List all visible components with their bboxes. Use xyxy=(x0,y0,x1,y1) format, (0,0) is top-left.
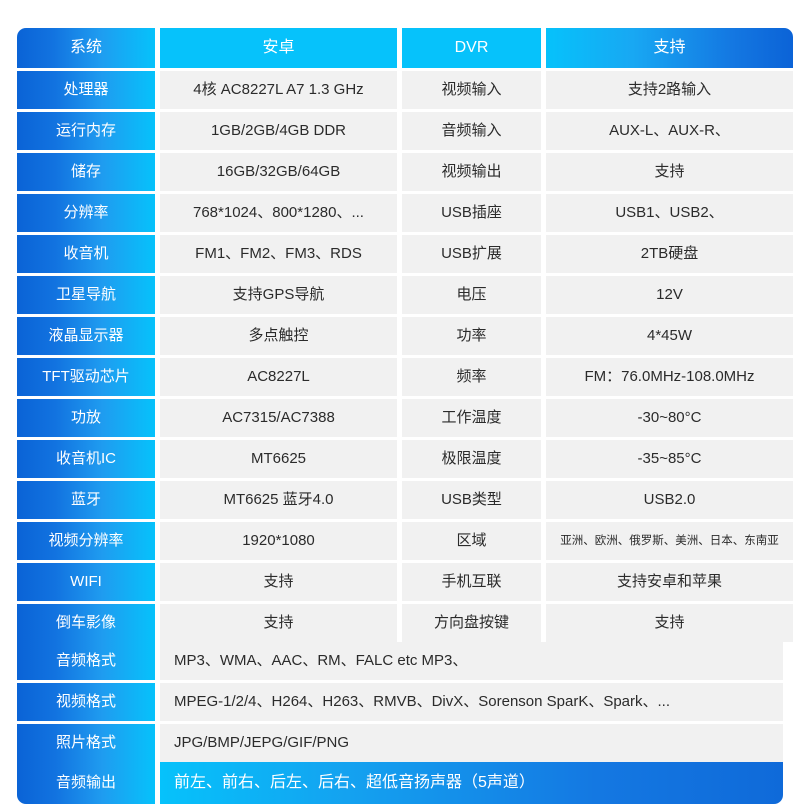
row-value-support: 支持2路输入 xyxy=(546,71,793,109)
row-label-dvr: 手机互联 xyxy=(402,563,541,601)
row-label: 收音机IC xyxy=(17,440,155,478)
row-value-support: AUX-L、AUX-R、 xyxy=(546,112,793,150)
table-merged-section: 音频格式 MP3、WMA、AAC、RM、FALC etc MP3、 视频格式 MPEG… xyxy=(17,642,783,762)
row-value-android: 支持 xyxy=(160,604,397,642)
row-label-dvr: USB类型 xyxy=(402,481,541,519)
row-value-support: -35~85°C xyxy=(546,440,793,478)
row-value-android: 4核 AC8227L A7 1.3 GHz xyxy=(160,71,397,109)
table-row: 运行内存 1GB/2GB/4GB DDR 音频输入 AUX-L、AUX-R、 xyxy=(17,112,793,150)
table-row: 储存 16GB/32GB/64GB 视频输出 支持 xyxy=(17,153,793,191)
row-label: TFT驱动芯片 xyxy=(17,358,155,396)
table-row: 分辨率 768*1024、800*1280、... USB插座 USB1、USB2、 xyxy=(17,194,793,232)
row-value-android: 多点触控 xyxy=(160,317,397,355)
row-label: 收音机 xyxy=(17,235,155,273)
row-value-support: -30~80°C xyxy=(546,399,793,437)
row-label: 储存 xyxy=(17,153,155,191)
row-value-highlight: 前左、前右、后左、后右、超低音扬声器（5声道） xyxy=(160,762,783,804)
row-value-android: FM1、FM2、FM3、RDS xyxy=(160,235,397,273)
row-label-dvr: 方向盘按键 xyxy=(402,604,541,642)
table-row: 倒车影像 支持 方向盘按键 支持 xyxy=(17,604,793,642)
row-value-android: 支持 xyxy=(160,563,397,601)
table-row: 视频分辨率 1920*1080 区域 亚洲、欧洲、俄罗斯、美洲、日本、东南亚 xyxy=(17,522,793,560)
row-value-merged: JPG/BMP/JEPG/GIF/PNG xyxy=(160,724,783,762)
row-label: 音频格式 xyxy=(17,642,155,680)
row-label: 音频输出 xyxy=(17,762,155,804)
table-row: 收音机IC MT6625 极限温度 -35~85°C xyxy=(17,440,793,478)
row-label: 卫星导航 xyxy=(17,276,155,314)
row-label-dvr: USB扩展 xyxy=(402,235,541,273)
row-label: 蓝牙 xyxy=(17,481,155,519)
row-value-support: USB2.0 xyxy=(546,481,793,519)
row-value-android: MT6625 蓝牙4.0 xyxy=(160,481,397,519)
table-row: TFT驱动芯片 AC8227L 频率 FM：76.0MHz-108.0MHz xyxy=(17,358,793,396)
row-label-dvr: 电压 xyxy=(402,276,541,314)
row-value-support: 支持 xyxy=(546,153,793,191)
table-body: 处理器 4核 AC8227L A7 1.3 GHz 视频输入 支持2路输入 运行内存 1G… xyxy=(17,71,793,642)
row-value-android: 768*1024、800*1280、... xyxy=(160,194,397,232)
row-label-dvr: 频率 xyxy=(402,358,541,396)
row-value-support: 支持 xyxy=(546,604,793,642)
row-label: 液晶显示器 xyxy=(17,317,155,355)
table-row: 收音机 FM1、FM2、FM3、RDS USB扩展 2TB硬盘 xyxy=(17,235,793,273)
row-value-support: 4*45W xyxy=(546,317,793,355)
row-value-support: 12V xyxy=(546,276,793,314)
row-value-android: 1GB/2GB/4GB DDR xyxy=(160,112,397,150)
row-label-dvr: 极限温度 xyxy=(402,440,541,478)
table-row: 照片格式 JPG/BMP/JEPG/GIF/PNG xyxy=(17,724,783,762)
row-label-dvr: 视频输出 xyxy=(402,153,541,191)
row-label-dvr: 视频输入 xyxy=(402,71,541,109)
row-value-android: MT6625 xyxy=(160,440,397,478)
row-label-dvr: 音频输入 xyxy=(402,112,541,150)
row-label: 视频格式 xyxy=(17,683,155,721)
row-label: 视频分辨率 xyxy=(17,522,155,560)
table-row: 液晶显示器 多点触控 功率 4*45W xyxy=(17,317,793,355)
row-value-android: AC7315/AC7388 xyxy=(160,399,397,437)
row-value-android: 16GB/32GB/64GB xyxy=(160,153,397,191)
row-label-dvr: 功率 xyxy=(402,317,541,355)
header-cell-dvr: DVR xyxy=(402,28,541,68)
row-value-support: 2TB硬盘 xyxy=(546,235,793,273)
row-value-support: 亚洲、欧洲、俄罗斯、美洲、日本、东南亚 xyxy=(546,522,793,560)
row-label: 分辨率 xyxy=(17,194,155,232)
row-label: 运行内存 xyxy=(17,112,155,150)
table-row: 音频格式 MP3、WMA、AAC、RM、FALC etc MP3、 xyxy=(17,642,783,680)
row-label-dvr: 区域 xyxy=(402,522,541,560)
row-label: WIFI xyxy=(17,563,155,601)
spec-table: 系统 安卓 DVR 支持 处理器 4核 AC8227L A7 1.3 GHz 视频输… xyxy=(17,28,793,804)
table-row: 功放 AC7315/AC7388 工作温度 -30~80°C xyxy=(17,399,793,437)
table-row: 处理器 4核 AC8227L A7 1.3 GHz 视频输入 支持2路输入 xyxy=(17,71,793,109)
row-label-dvr: USB插座 xyxy=(402,194,541,232)
table-row: WIFI 支持 手机互联 支持安卓和苹果 xyxy=(17,563,793,601)
row-value-support: FM：76.0MHz-108.0MHz xyxy=(546,358,793,396)
row-label: 处理器 xyxy=(17,71,155,109)
row-value-support: USB1、USB2、 xyxy=(546,194,793,232)
row-label: 倒车影像 xyxy=(17,604,155,642)
row-value-support: 支持安卓和苹果 xyxy=(546,563,793,601)
table-row: 视频格式 MPEG-1/2/4、H264、H263、RMVB、DivX、Soren… xyxy=(17,683,783,721)
header-cell-android: 安卓 xyxy=(160,28,397,68)
table-row: 蓝牙 MT6625 蓝牙4.0 USB类型 USB2.0 xyxy=(17,481,793,519)
table-row-audio-output: 音频输出 前左、前右、后左、后右、超低音扬声器（5声道） xyxy=(17,762,783,804)
header-cell-support: 支持 xyxy=(546,28,793,68)
row-value-android: 1920*1080 xyxy=(160,522,397,560)
row-value-merged: MPEG-1/2/4、H264、H263、RMVB、DivX、Sorenson … xyxy=(160,683,783,721)
row-label: 功放 xyxy=(17,399,155,437)
row-value-android: AC8227L xyxy=(160,358,397,396)
table-row: 卫星导航 支持GPS导航 电压 12V xyxy=(17,276,793,314)
row-value-android: 支持GPS导航 xyxy=(160,276,397,314)
table-header-row: 系统 安卓 DVR 支持 xyxy=(17,28,793,68)
row-label-dvr: 工作温度 xyxy=(402,399,541,437)
header-cell-system: 系统 xyxy=(17,28,155,68)
row-value-merged: MP3、WMA、AAC、RM、FALC etc MP3、 xyxy=(160,642,783,680)
row-label: 照片格式 xyxy=(17,724,155,762)
